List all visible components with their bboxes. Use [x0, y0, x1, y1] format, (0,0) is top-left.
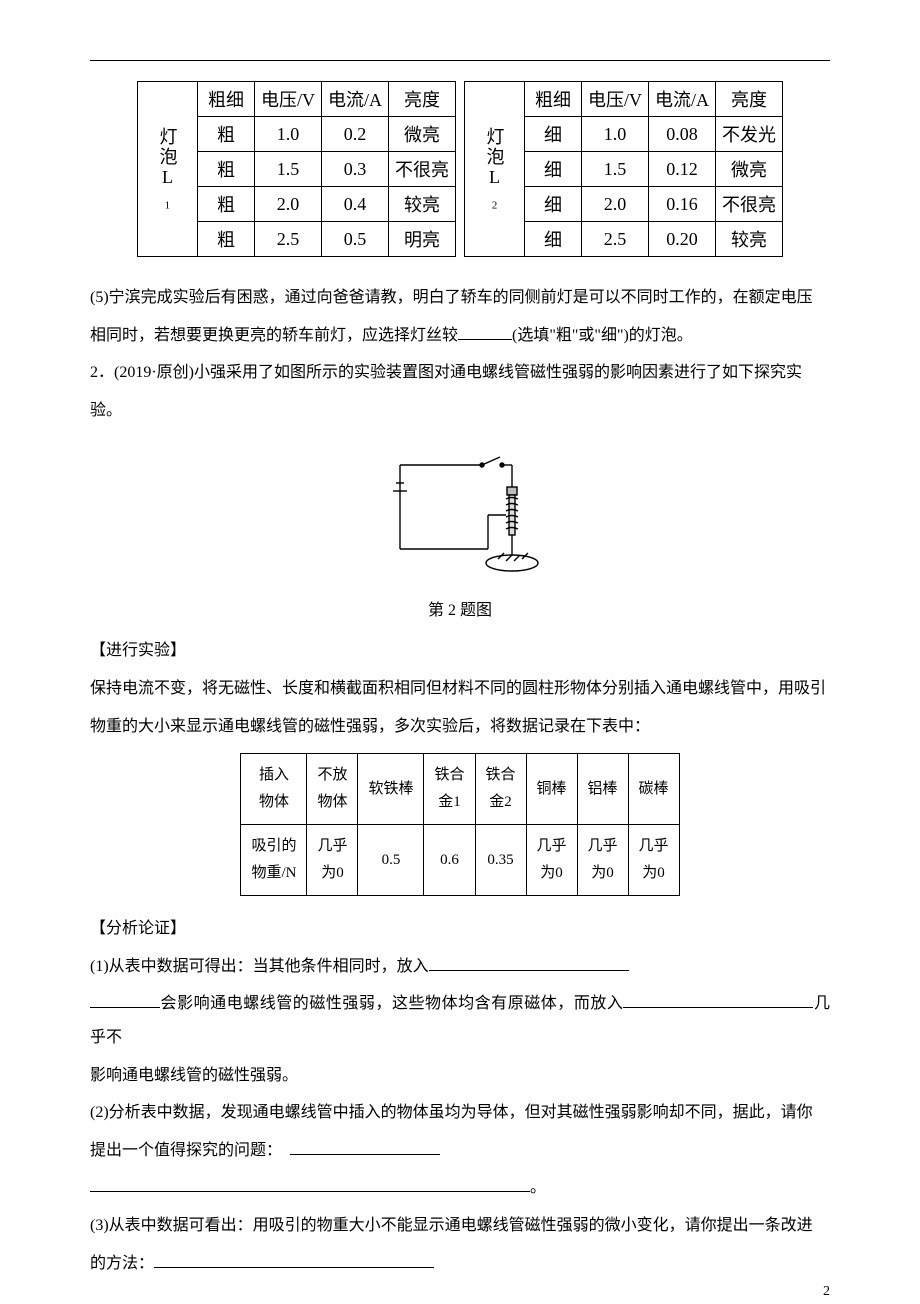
- a1-line2: 会影响通电螺线管的磁性强弱，这些物体均含有原磁体，而放入几乎不: [90, 987, 830, 1054]
- page-number: 2: [823, 1284, 830, 1300]
- td: 细: [525, 117, 582, 152]
- blank-1b: [90, 991, 160, 1008]
- td: 较亮: [716, 222, 783, 257]
- table-right-sidelabel: 灯泡L₂: [465, 82, 525, 257]
- row-label: 吸引的物重/N: [241, 825, 307, 896]
- th: 插入物体: [241, 754, 307, 825]
- experiment-table: 插入物体 不放物体 软铁棒 铁合金1 铁合金2 铜棒 铝棒 碳棒 吸引的物重/N…: [240, 753, 679, 896]
- th: 铁合金2: [475, 754, 526, 825]
- blank-5: [458, 323, 512, 340]
- td: 微亮: [389, 117, 456, 152]
- td: 0.4: [322, 187, 389, 222]
- text: (1)从表中数据可得出：当其他条件相同时，放入: [90, 958, 429, 975]
- exp-line2: 物重的大小来显示通电螺线管的磁性强弱，多次实验后，将数据记录在下表中：: [90, 710, 830, 744]
- td: 微亮: [716, 152, 783, 187]
- td: 0.08: [649, 117, 716, 152]
- td: 0.12: [649, 152, 716, 187]
- td: 2.5: [255, 222, 322, 257]
- th: 电压/V: [582, 82, 649, 117]
- th: 亮度: [389, 82, 456, 117]
- td: 0.35: [475, 825, 526, 896]
- text: 会影响通电螺线管的磁性强弱，这些物体均含有原磁体，而放入: [160, 995, 623, 1012]
- th: 电流/A: [322, 82, 389, 117]
- section-analysis: 【分析论证】: [90, 912, 830, 946]
- blank-1a: [429, 954, 629, 971]
- td: 粗: [198, 187, 255, 222]
- page: 灯泡L₁ 粗细 电压/V 电流/A 亮度 粗 1.0 0.2 微亮 粗 1.5 …: [0, 0, 920, 1304]
- text: 提出一个值得探究的问题：: [90, 1142, 274, 1159]
- td: 0.20: [649, 222, 716, 257]
- td: 明亮: [389, 222, 456, 257]
- text: 相同时，若想要更换更亮的轿车前灯，应选择灯丝较: [90, 327, 458, 344]
- blank-2b: [90, 1175, 530, 1192]
- table-left: 灯泡L₁ 粗细 电压/V 电流/A 亮度 粗 1.0 0.2 微亮 粗 1.5 …: [137, 81, 456, 257]
- td: 0.3: [322, 152, 389, 187]
- section-experiment: 【进行实验】: [90, 634, 830, 668]
- blank-2a: [290, 1138, 440, 1155]
- figure-2: [90, 445, 830, 590]
- figure-2-caption: 第 2 题图: [90, 596, 830, 620]
- th: 电流/A: [649, 82, 716, 117]
- top-rule: [90, 60, 830, 61]
- exp-line1: 保持电流不变，将无磁性、长度和横截面积相同但材料不同的圆柱形物体分别插入通电螺线…: [90, 672, 830, 706]
- td: 0.5: [358, 825, 424, 896]
- text: 的方法：: [90, 1255, 154, 1272]
- th: 不放物体: [307, 754, 358, 825]
- para-5-line1: (5)宁滨完成实验后有困惑，通过向爸爸请教，明白了轿车的同侧前灯是可以不同时工作…: [90, 281, 830, 315]
- td: 细: [525, 222, 582, 257]
- td: 几乎为0: [307, 825, 358, 896]
- td: 细: [525, 187, 582, 222]
- a2-line3: 。: [90, 1171, 830, 1205]
- td: 不很亮: [716, 187, 783, 222]
- th: 碳棒: [628, 754, 679, 825]
- th: 粗细: [525, 82, 582, 117]
- tables-pair: 灯泡L₁ 粗细 电压/V 电流/A 亮度 粗 1.0 0.2 微亮 粗 1.5 …: [90, 81, 830, 257]
- td: 1.0: [582, 117, 649, 152]
- th: 铁合金1: [424, 754, 475, 825]
- td: 较亮: [389, 187, 456, 222]
- blank-3: [154, 1251, 434, 1268]
- td: 细: [525, 152, 582, 187]
- td: 1.5: [255, 152, 322, 187]
- q2-line2: 验。: [90, 394, 830, 428]
- td: 1.5: [582, 152, 649, 187]
- a3-line1: (3)从表中数据可看出：用吸引的物重大小不能显示通电螺线管磁性强弱的微小变化，请…: [90, 1209, 830, 1243]
- td: 粗: [198, 152, 255, 187]
- td: 0.16: [649, 187, 716, 222]
- a3-line2: 的方法：: [90, 1247, 830, 1281]
- td: 0.2: [322, 117, 389, 152]
- td: 不发光: [716, 117, 783, 152]
- th: 亮度: [716, 82, 783, 117]
- text: 。: [530, 1179, 546, 1196]
- q2-line1: 2．(2019·原创)小强采用了如图所示的实验装置图对通电螺线管磁性强弱的影响因…: [90, 356, 830, 390]
- td: 0.6: [424, 825, 475, 896]
- th: 粗细: [198, 82, 255, 117]
- td: 粗: [198, 222, 255, 257]
- td: 不很亮: [389, 152, 456, 187]
- a1-line3: 影响通电螺线管的磁性强弱。: [90, 1059, 830, 1093]
- th: 铝棒: [577, 754, 628, 825]
- td: 2.0: [582, 187, 649, 222]
- text: (选填"粗"或"细")的灯泡。: [512, 327, 693, 344]
- th: 电压/V: [255, 82, 322, 117]
- a2-line1: (2)分析表中数据，发现通电螺线管中插入的物体虽均为导体，但对其磁性强弱影响却不…: [90, 1096, 830, 1130]
- td: 粗: [198, 117, 255, 152]
- circuit-diagram-icon: [370, 445, 550, 585]
- td: 1.0: [255, 117, 322, 152]
- td: 2.0: [255, 187, 322, 222]
- blank-1c: [623, 991, 813, 1008]
- td: 几乎为0: [628, 825, 679, 896]
- a1-line1: (1)从表中数据可得出：当其他条件相同时，放入: [90, 950, 830, 984]
- table-right: 灯泡L₂ 粗细 电压/V 电流/A 亮度 细 1.0 0.08 不发光 细 1.…: [464, 81, 783, 257]
- table-left-sidelabel: 灯泡L₁: [138, 82, 198, 257]
- td: 0.5: [322, 222, 389, 257]
- td: 几乎为0: [526, 825, 577, 896]
- th: 软铁棒: [358, 754, 424, 825]
- para-5-line2: 相同时，若想要更换更亮的轿车前灯，应选择灯丝较 (选填"粗"或"细")的灯泡。: [90, 319, 830, 353]
- td: 几乎为0: [577, 825, 628, 896]
- td: 2.5: [582, 222, 649, 257]
- th: 铜棒: [526, 754, 577, 825]
- a2-line2: 提出一个值得探究的问题：: [90, 1134, 830, 1168]
